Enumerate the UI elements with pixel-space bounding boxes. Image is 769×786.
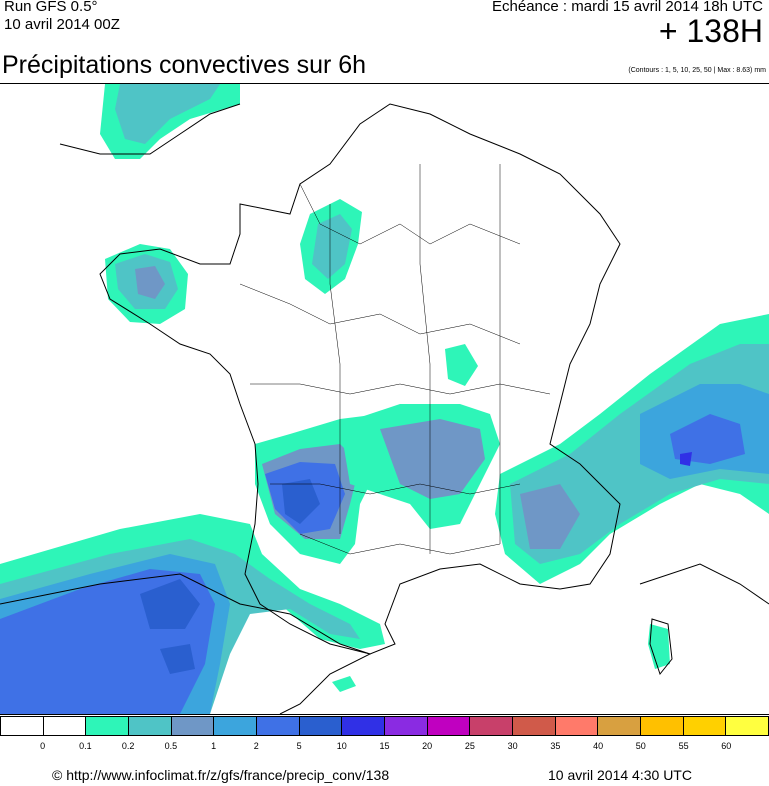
precip-centre-slate [380, 419, 485, 499]
scale-tick: 1 [211, 741, 217, 751]
forecast-valid-time: Echéance : mardi 15 avril 2014 18h UTC [492, 0, 763, 15]
map-canvas [0, 84, 769, 714]
scale-tick: 55 [678, 741, 689, 751]
run-label: Run GFS 0.5° [4, 0, 98, 15]
scale-swatch [214, 717, 258, 735]
dept-line [419, 164, 431, 554]
contours-note: (Contours : 1, 5, 10, 25, 50 | Max : 8.6… [628, 67, 766, 74]
scale-swatch [470, 717, 514, 735]
scale-swatch [598, 717, 642, 735]
precip-brittany-slate [135, 266, 165, 299]
precip-allier-light [445, 344, 478, 386]
scale-swatch [513, 717, 556, 735]
scale-tick: 5 [296, 741, 302, 751]
scale-swatch [555, 717, 599, 735]
dept-line [250, 383, 551, 395]
scale-swatch [342, 717, 386, 735]
scale-tick: 50 [635, 741, 646, 751]
scale-tick: 10 [336, 741, 347, 751]
scale-swatch [683, 717, 727, 735]
scale-swatch [385, 717, 428, 735]
precip-paris-mid [312, 214, 352, 279]
scale-swatch [641, 717, 684, 735]
scale-tick: 0.5 [164, 741, 178, 751]
scale-swatch [299, 717, 343, 735]
scale-tick: 60 [721, 741, 732, 751]
precip-fields [0, 84, 769, 714]
dept-line [299, 533, 501, 555]
color-scale [0, 716, 769, 736]
scale-tick: 0 [40, 741, 46, 751]
scale-swatch [86, 717, 130, 735]
corsica-outline [649, 618, 673, 676]
scale-ticks: 0 0.1 0.2 0.5 1 2 5 10 15 20 25 30 35 40… [0, 740, 769, 754]
scale-tick: 40 [593, 741, 604, 751]
dept-line [299, 183, 521, 245]
precip-pyrenees-light [332, 676, 356, 692]
precip-alps-deep [680, 452, 692, 466]
source-link[interactable]: © http://www.infoclimat.fr/z/gfs/france/… [52, 767, 390, 783]
scale-swatch [427, 717, 471, 735]
scale-swatch [726, 717, 769, 735]
precip-alps-blue [670, 414, 745, 464]
spain-coast [0, 573, 372, 714]
italy-coast [639, 563, 769, 605]
precip-southwest-deep [140, 579, 200, 629]
precip-southwest-deep-2 [160, 644, 195, 674]
borders [0, 103, 769, 714]
scale-tick: 0.1 [79, 741, 92, 751]
run-date: 10 avril 2014 00Z [4, 16, 120, 33]
scale-tick: 0.2 [121, 741, 135, 751]
scale-tick: 20 [422, 741, 433, 751]
scale-tick: 2 [253, 741, 259, 751]
scale-tick: 30 [507, 741, 518, 751]
scale-swatch [171, 717, 215, 735]
scale-tick: 15 [379, 741, 390, 751]
dept-line [239, 283, 521, 345]
scale-swatch [1, 717, 44, 735]
scale-tick: 35 [550, 741, 561, 751]
scale-swatch [257, 717, 300, 735]
generated-time: 10 avril 2014 4:30 UTC [548, 767, 692, 783]
department-borders [239, 164, 551, 555]
scale-tick: 25 [464, 741, 475, 751]
precip-england-mid [115, 84, 220, 144]
map-title: Précipitations convectives sur 6h [2, 51, 367, 79]
precip-aquitaine-deep [282, 479, 320, 524]
scale-swatch [129, 717, 172, 735]
precip-alps-slate [520, 484, 580, 549]
england-coast [59, 103, 241, 155]
forecast-lead-time: + 138H [658, 13, 763, 49]
dept-line [270, 483, 521, 495]
scale-swatch [43, 717, 87, 735]
france-outline [99, 103, 621, 655]
precip-corsica-light [648, 624, 670, 669]
precipitation-map[interactable] [0, 83, 769, 715]
dept-line [329, 204, 341, 534]
